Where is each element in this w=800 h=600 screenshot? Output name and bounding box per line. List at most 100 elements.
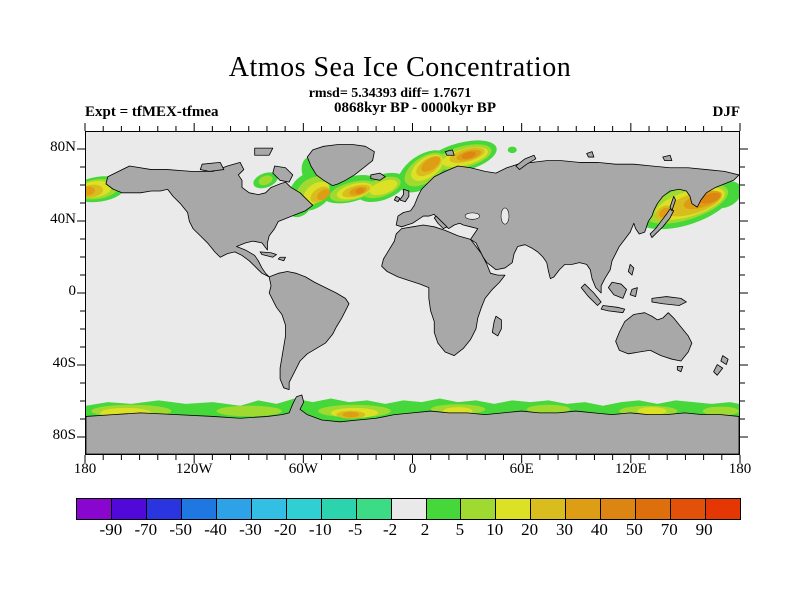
colorbar-tick-label: -70 xyxy=(134,520,158,539)
britain xyxy=(399,188,410,203)
sulawesi xyxy=(629,287,638,297)
colorbar-cell xyxy=(601,499,637,519)
continent-north-america xyxy=(105,162,314,278)
x-axis-tick-label: 180 xyxy=(728,461,752,477)
anomaly-contour xyxy=(526,404,571,414)
anomaly-contour xyxy=(86,186,96,196)
inland-seas xyxy=(464,207,510,225)
colorbar-cell xyxy=(496,499,532,519)
new-siberian-islands xyxy=(662,154,673,162)
continent-australia xyxy=(615,312,693,362)
colorbar-cell xyxy=(181,499,217,519)
philippines xyxy=(627,263,635,276)
italy xyxy=(433,215,448,230)
japan xyxy=(649,208,675,238)
colorbar-tick-label: -50 xyxy=(169,520,192,539)
anomaly-contour xyxy=(421,156,441,172)
season-label: DJF xyxy=(712,104,741,120)
island-greenland xyxy=(306,144,375,187)
colorbar-cell xyxy=(286,499,322,519)
x-axis-tick-label: 60W xyxy=(288,461,318,477)
hispaniola xyxy=(277,256,286,262)
baffin-island xyxy=(272,165,294,183)
period-label: 0868kyr BP - 0000kyr BP xyxy=(334,100,496,116)
rmsd-diff-stats: rmsd= 5.34393 diff= 1.7671 xyxy=(308,86,472,101)
sumatra xyxy=(580,283,602,306)
new-zealand-north xyxy=(720,355,729,365)
colorbar-tick-label: 90 xyxy=(695,520,713,539)
colorbar-tick-label: -90 xyxy=(99,520,123,539)
anomaly-contour xyxy=(699,192,721,204)
colorbar-cell xyxy=(321,499,357,519)
colorbar-cell xyxy=(531,499,567,519)
colorbar-tick-label: 30 xyxy=(556,520,574,539)
colorbar xyxy=(76,498,741,520)
colorbar-tick-label: -10 xyxy=(308,520,332,539)
madagascar xyxy=(491,315,502,337)
x-axis-tick-label: 120E xyxy=(614,461,647,477)
colorbar-tick-label: -2 xyxy=(382,520,398,539)
y-axis-tick-label: 40S xyxy=(52,355,76,371)
black-sea xyxy=(464,212,480,220)
colorbar-tick-label: 40 xyxy=(590,520,608,539)
java xyxy=(600,305,626,314)
continent-eurasia xyxy=(395,160,739,294)
anomaly-contour xyxy=(258,175,273,186)
continent-south-america xyxy=(268,271,350,391)
anomaly-contour xyxy=(355,188,365,194)
colorbar-tick-label: 70 xyxy=(660,520,678,539)
colorbar-cell xyxy=(461,499,497,519)
ireland xyxy=(393,195,401,203)
novaya-zemlya xyxy=(515,154,537,170)
colorbar-tick-label: -40 xyxy=(204,520,227,539)
svalbard xyxy=(444,149,455,156)
x-axis-tick-label: 180 xyxy=(73,461,97,477)
x-axis-tick-label: 60E xyxy=(509,461,534,477)
colorbar-cell xyxy=(636,499,672,519)
anomaly-contour xyxy=(702,406,739,416)
anomaly-contour xyxy=(342,411,359,418)
severnaya-zemlya xyxy=(586,151,595,158)
colorbar-cell xyxy=(426,499,462,519)
anomaly-contour xyxy=(317,189,331,201)
y-axis-tick-label: 40N xyxy=(50,211,76,227)
colorbar-tick-label: -5 xyxy=(348,520,363,539)
colorbar-tick-label: 2 xyxy=(420,520,430,539)
colorbar-cell xyxy=(216,499,252,519)
new-guinea xyxy=(651,296,687,306)
x-axis-tick-label: 120W xyxy=(175,461,213,477)
anomaly-contour xyxy=(216,405,282,417)
colorbar-cell xyxy=(671,499,707,519)
cuba xyxy=(259,251,277,258)
colorbar-tick-label: -30 xyxy=(239,520,262,539)
anomaly-contour xyxy=(461,151,476,159)
colorbar-tick-label: 10 xyxy=(486,520,504,539)
colorbar-cell xyxy=(566,499,602,519)
plot-title: Atmos Sea Ice Concentration xyxy=(228,52,572,83)
y-axis-tick-label: 80N xyxy=(50,139,76,155)
ellesmere-island xyxy=(254,147,274,156)
continent-antarctica xyxy=(86,394,739,454)
colorbar-tick-label: 50 xyxy=(625,520,643,539)
continents xyxy=(86,144,739,454)
caspian-sea xyxy=(500,207,510,225)
colorbar-cell xyxy=(77,499,112,519)
anomaly-contour xyxy=(637,407,667,416)
colorbar-tick-label: 20 xyxy=(521,520,539,539)
tasmania xyxy=(676,365,684,373)
colorbar-cell xyxy=(706,499,741,519)
experiment-label: Expt = tfMEX-tfmea xyxy=(85,104,219,120)
new-zealand-south xyxy=(713,364,724,376)
anomaly-contour xyxy=(369,179,398,196)
x-axis-tick-label: 0 xyxy=(408,461,417,477)
victoria-island xyxy=(199,162,225,172)
borneo xyxy=(607,281,627,299)
anomaly-contour xyxy=(507,146,517,154)
continent-africa xyxy=(381,224,506,357)
colorbar-tick-label: -20 xyxy=(274,520,297,539)
colorbar-tick-label: 5 xyxy=(455,520,465,539)
sakhalin xyxy=(669,195,676,212)
colorbar-cell xyxy=(251,499,287,519)
y-axis-tick-label: 0 xyxy=(68,283,77,299)
